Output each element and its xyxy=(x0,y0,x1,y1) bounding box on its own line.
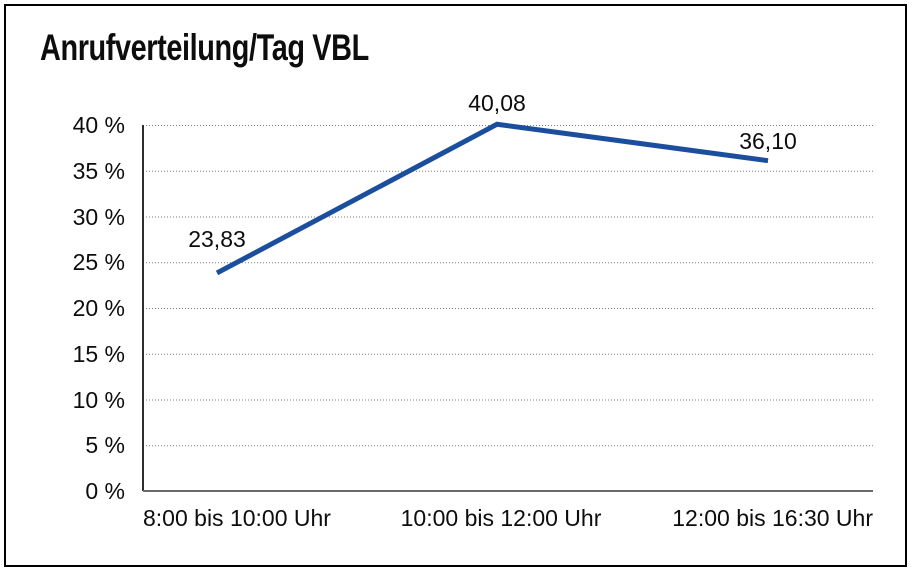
y-axis-tick-label: 40 % xyxy=(72,112,125,138)
x-axis-category-label: 12:00 bis 16:30 Uhr xyxy=(672,505,873,531)
y-axis-tick-label: 5 % xyxy=(85,432,125,458)
x-axis-category-label: 10:00 bis 12:00 Uhr xyxy=(400,505,602,531)
y-axis-tick-label: 10 % xyxy=(72,387,125,413)
data-point-label: 40,08 xyxy=(468,90,526,116)
data-point-label: 36,10 xyxy=(739,128,797,154)
data-point-label: 23,83 xyxy=(188,226,246,252)
data-series-line xyxy=(215,121,769,276)
y-axis-tick-label: 25 % xyxy=(72,249,125,275)
y-axis-tick-label: 30 % xyxy=(72,204,125,230)
y-axis-tick-label: 20 % xyxy=(72,295,125,321)
chart-title: Anrufverteilung/Tag VBL xyxy=(40,27,369,68)
chart-frame-border xyxy=(4,4,907,567)
x-axis-category-label: 8:00 bis 10:00 Uhr xyxy=(143,505,331,531)
y-axis-tick-label: 0 % xyxy=(85,478,125,504)
y-axis-tick-label: 15 % xyxy=(72,341,125,367)
y-axis-tick-label: 35 % xyxy=(72,158,125,184)
